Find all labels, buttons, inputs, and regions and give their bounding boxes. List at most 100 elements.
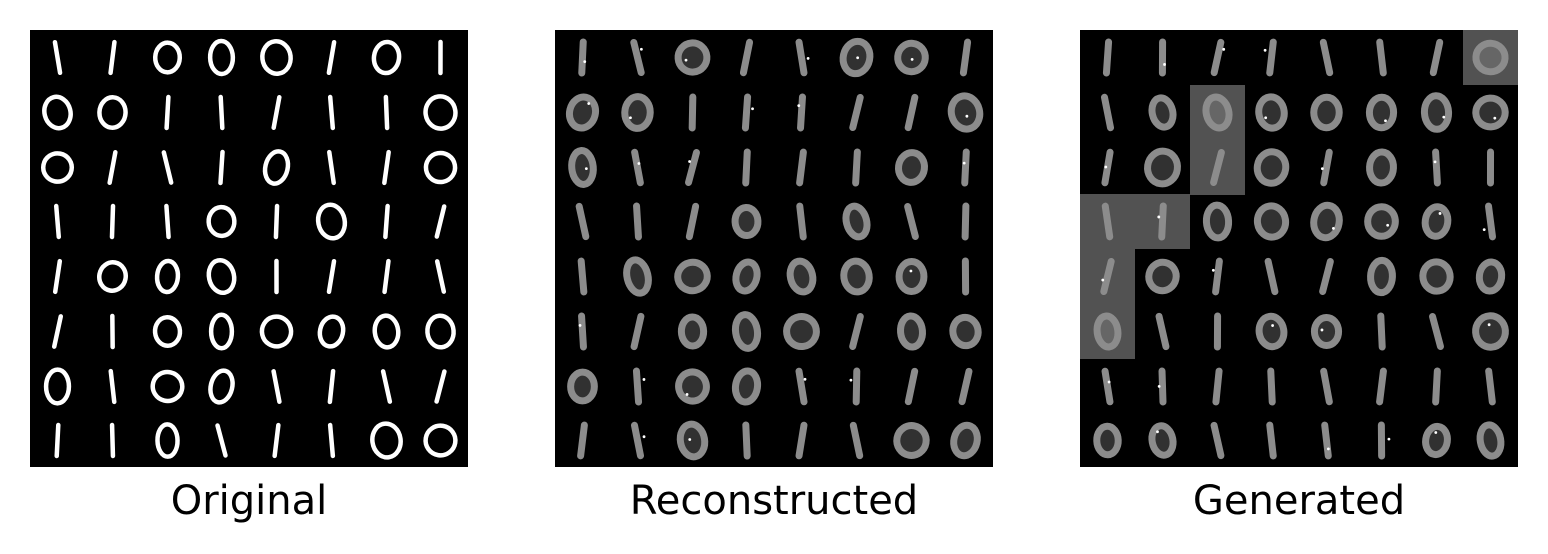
original-digit-cell	[304, 249, 359, 304]
original-digit-cell	[194, 413, 249, 467]
reconstructed-image-grid	[555, 30, 993, 467]
original-digit-cell	[304, 85, 359, 140]
generated-digit-cell	[1299, 359, 1354, 414]
original-digit-cell	[359, 249, 414, 304]
reconstructed-digit-cell	[719, 30, 774, 85]
reconstructed-digit-cell	[719, 304, 774, 359]
generated-digit-cell	[1409, 140, 1464, 195]
reconstructed-digit-cell	[938, 194, 993, 249]
generated-digit-cell	[1190, 249, 1245, 304]
reconstructed-panel: Reconstructed	[555, 30, 993, 524]
generated-digit-cell	[1299, 249, 1354, 304]
generated-digit-cell	[1080, 413, 1135, 467]
generated-digit-cell	[1354, 413, 1409, 467]
reconstructed-digit-cell	[829, 140, 884, 195]
original-digit-cell	[85, 359, 140, 414]
generated-digit-cell	[1409, 194, 1464, 249]
reconstructed-digit-cell	[829, 194, 884, 249]
generated-digit-cell	[1409, 304, 1464, 359]
original-digit-cell	[413, 304, 468, 359]
original-digit-cell	[304, 304, 359, 359]
original-digit-cell	[140, 304, 195, 359]
original-digit-cell	[85, 30, 140, 85]
reconstructed-digit-cell	[774, 304, 829, 359]
reconstructed-digit-cell	[938, 359, 993, 414]
generated-digit-cell	[1463, 413, 1518, 467]
original-digit-cell	[249, 413, 304, 467]
reconstructed-digit-cell	[719, 140, 774, 195]
original-digit-cell	[85, 194, 140, 249]
original-digit-cell	[304, 194, 359, 249]
reconstructed-digit-cell	[665, 304, 720, 359]
original-digit-cell	[85, 249, 140, 304]
original-digit-cell	[249, 140, 304, 195]
original-digit-cell	[359, 194, 414, 249]
original-digit-cell	[194, 304, 249, 359]
generated-digit-cell	[1463, 194, 1518, 249]
generated-digit-cell	[1189, 84, 1245, 140]
original-caption: Original	[170, 478, 328, 524]
reconstructed-digit-cell	[884, 140, 939, 195]
original-digit-cell	[249, 304, 304, 359]
generated-digit-cell	[1409, 359, 1464, 414]
original-digit-cell	[85, 304, 140, 359]
original-digit-cell	[85, 140, 140, 195]
generated-digit-cell	[1354, 249, 1409, 304]
reconstructed-digit-cell	[555, 413, 610, 467]
generated-digit-cell	[1135, 359, 1190, 414]
reconstructed-digit-cell	[884, 249, 939, 304]
original-digit-cell	[194, 359, 249, 414]
original-digit-cell	[304, 30, 359, 85]
original-digit-cell	[140, 359, 195, 414]
generated-digit-cell	[1244, 140, 1299, 195]
original-digit-cell	[30, 85, 85, 140]
reconstructed-digit-cell	[829, 413, 884, 467]
generated-digit-cell	[1080, 30, 1135, 85]
generated-digit-cell	[1190, 413, 1245, 467]
reconstructed-digit-cell	[938, 249, 993, 304]
generated-digit-cell	[1463, 304, 1518, 359]
reconstructed-digit-cell	[610, 140, 665, 195]
reconstructed-digit-cell	[829, 249, 884, 304]
generated-digit-cell	[1080, 249, 1135, 304]
generated-digit-cell	[1354, 194, 1409, 249]
original-digit-cell	[30, 304, 85, 359]
generated-digit-cell	[1135, 413, 1190, 467]
reconstructed-digit-cell	[938, 85, 993, 140]
original-digit-cell	[304, 359, 359, 414]
reconstructed-digit-cell	[555, 249, 610, 304]
reconstructed-digit-cell	[719, 249, 774, 304]
generated-digit-cell	[1135, 249, 1190, 304]
reconstructed-digit-cell	[719, 85, 774, 140]
original-digit-cell	[249, 85, 304, 140]
original-digit-cell	[194, 30, 249, 85]
original-digit-cell	[413, 413, 468, 467]
reconstructed-digit-cell	[665, 140, 720, 195]
generated-digit-cell	[1080, 140, 1135, 195]
generated-digit-cell	[1299, 85, 1354, 140]
reconstructed-digit-cell	[665, 359, 720, 414]
generated-digit-cell	[1135, 85, 1190, 140]
reconstructed-digit-cell	[938, 304, 993, 359]
generated-digit-cell	[1299, 194, 1354, 249]
reconstructed-digit-cell	[829, 30, 884, 85]
reconstructed-digit-cell	[555, 359, 610, 414]
original-digit-cell	[359, 359, 414, 414]
generated-digit-cell	[1299, 304, 1354, 359]
reconstructed-digit-cell	[884, 413, 939, 467]
generated-digit-cell	[1463, 359, 1518, 414]
generated-digit-cell	[1080, 303, 1135, 359]
generated-digit-cell	[1189, 139, 1245, 195]
original-digit-cell	[140, 140, 195, 195]
original-panel: Original	[30, 30, 468, 524]
original-digit-cell	[30, 140, 85, 195]
generated-panel: Generated	[1080, 30, 1518, 524]
reconstructed-digit-cell	[610, 30, 665, 85]
generated-digit-cell	[1409, 85, 1464, 140]
reconstructed-digit-cell	[774, 359, 829, 414]
original-digit-cell	[304, 140, 359, 195]
reconstructed-digit-cell	[829, 359, 884, 414]
original-digit-cell	[413, 85, 468, 140]
reconstructed-digit-cell	[555, 85, 610, 140]
reconstructed-digit-cell	[665, 413, 720, 467]
